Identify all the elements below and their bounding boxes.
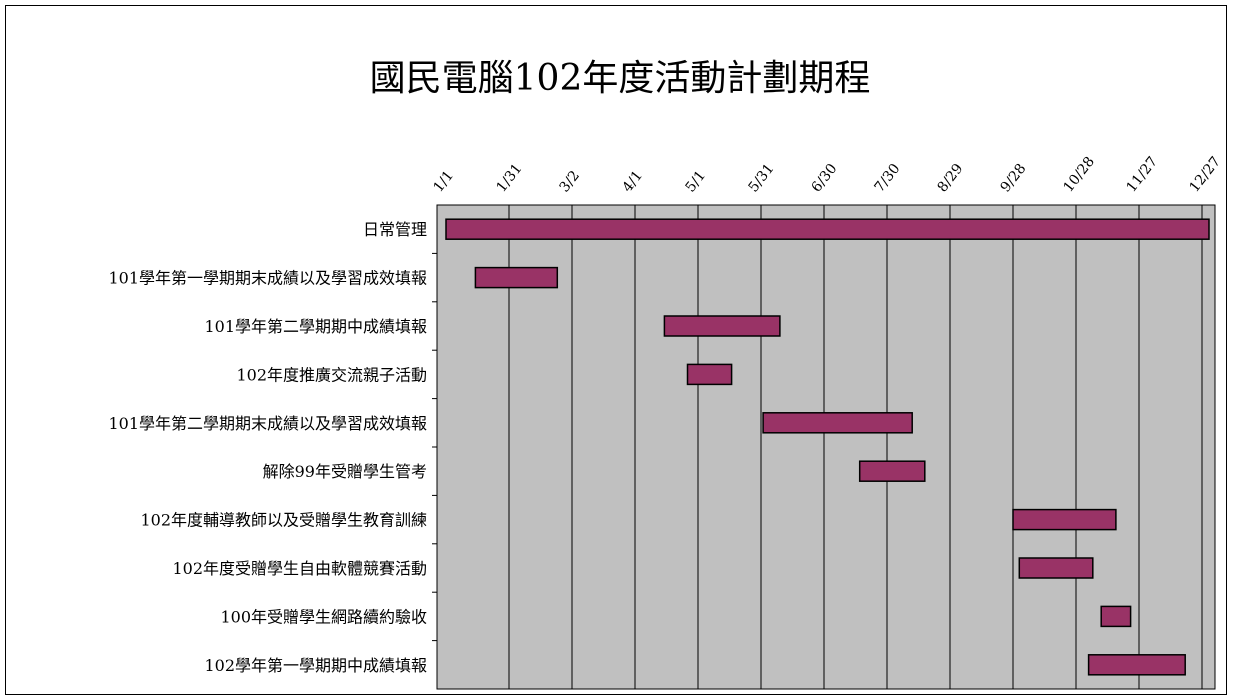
plot-area bbox=[436, 204, 1216, 690]
x-tick-label: 11/27 bbox=[1124, 154, 1161, 196]
x-tick-label: 10/28 bbox=[1061, 154, 1098, 196]
task-bar bbox=[1100, 605, 1132, 628]
task-label: 102年度輔導教師以及受贈學生教育訓練 bbox=[140, 511, 427, 530]
task-bar bbox=[1018, 557, 1094, 579]
task-label: 102年度推廣交流親子活動 bbox=[236, 365, 427, 384]
task-label: 101學年第二學期期中成績填報 bbox=[204, 317, 427, 336]
task-label: 102學年第一學期期中成績填報 bbox=[204, 656, 427, 675]
task-label: 101學年第二學期期末成績以及學習成效填報 bbox=[108, 414, 427, 433]
bars bbox=[445, 218, 1210, 676]
task-bar bbox=[762, 412, 913, 434]
x-tick-label: 1/31 bbox=[494, 161, 526, 196]
chart-title: 國民電腦102年度活動計劃期程 bbox=[370, 58, 871, 99]
x-tick-label: 4/1 bbox=[620, 168, 646, 196]
task-bar bbox=[474, 266, 559, 289]
task-bar bbox=[1012, 508, 1117, 531]
x-tick-label: 5/1 bbox=[683, 168, 709, 196]
task-bar bbox=[445, 218, 1210, 240]
x-tick-labels: 1/1 1/31 3/2 4/1 5/1 5/31 6/30 7/30 8/29 9/28 10/2… bbox=[431, 154, 1224, 196]
task-label: 解除99年受贈學生管考 bbox=[263, 462, 427, 481]
x-tick-label: 9/28 bbox=[998, 161, 1030, 196]
task-bar bbox=[663, 315, 781, 337]
x-tick-label: 5/31 bbox=[746, 161, 778, 196]
task-label: 100年受贈學生網路續約驗收 bbox=[220, 607, 427, 626]
task-bar bbox=[1087, 654, 1186, 676]
task-label: 102年度受贈學生自由軟體競賽活動 bbox=[172, 559, 427, 578]
x-tick-label: 1/1 bbox=[431, 168, 457, 196]
y-axis-ticks bbox=[432, 252, 437, 642]
task-label: 日常管理 bbox=[363, 220, 427, 239]
task-label: 101學年第一學期期末成績以及學習成效填報 bbox=[108, 269, 427, 288]
task-bar bbox=[858, 460, 926, 482]
chart-frame: 國民電腦102年度活動計劃期程 1/1 1/31 3/2 4/1 5/1 5/31 6/30… bbox=[5, 5, 1227, 695]
x-tick-label: 12/27 bbox=[1187, 154, 1224, 196]
x-tick-label: 6/30 bbox=[809, 161, 841, 196]
gantt-chart: 國民電腦102年度活動計劃期程 1/1 1/31 3/2 4/1 5/1 5/31 6/30… bbox=[108, 58, 1224, 690]
task-labels: 日常管理 101學年第一學期期末成績以及學習成效填報 101學年第二學期期中成績填報… bbox=[108, 220, 427, 675]
x-tick-label: 7/30 bbox=[872, 161, 904, 196]
x-tick-label: 8/29 bbox=[935, 161, 967, 196]
task-bar bbox=[686, 363, 733, 386]
x-tick-label: 3/2 bbox=[557, 168, 583, 196]
